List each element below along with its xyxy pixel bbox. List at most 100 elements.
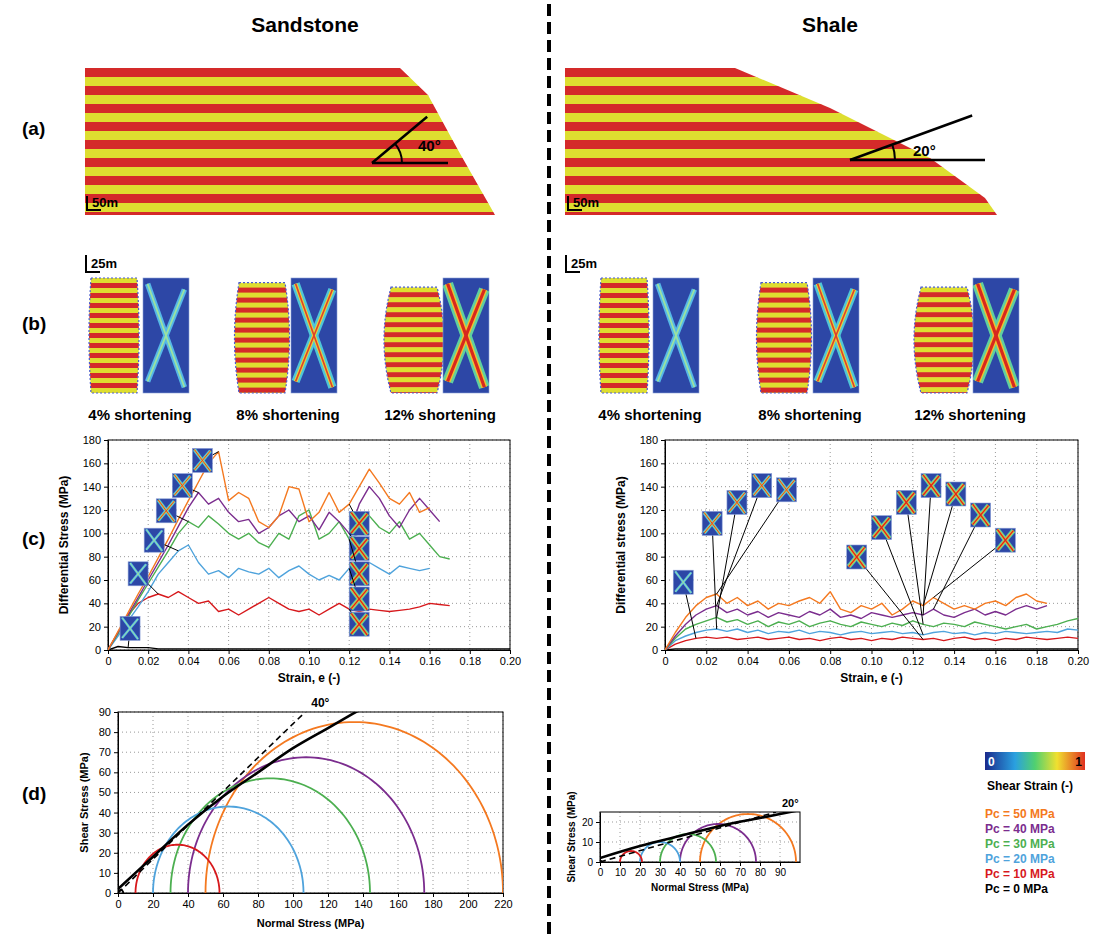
series-line	[108, 487, 440, 650]
chart: 0204060801001201401601802002200102030405…	[78, 696, 513, 929]
shear-band	[351, 514, 367, 533]
grid-line	[268, 440, 269, 650]
tick-mark	[328, 893, 329, 897]
grid-line	[118, 752, 503, 753]
tick: 0.18	[1026, 650, 1047, 667]
tick-mark	[258, 893, 259, 897]
legend-entry: Pc = 50 MPa	[985, 807, 1055, 821]
colorbar-title: Shear Strain (-)	[987, 779, 1073, 793]
grid-line	[108, 533, 510, 534]
layer	[87, 288, 141, 294]
shear-band	[122, 618, 138, 640]
shear-band	[779, 479, 795, 501]
tick: 30	[99, 827, 118, 839]
layer	[230, 308, 294, 314]
shear-band	[351, 513, 367, 535]
axis-line	[665, 441, 666, 651]
layer	[87, 298, 141, 304]
figure: SandstoneShale(a)(b)(c)(d)40°50m20°50m25…	[0, 0, 1099, 944]
leader-line	[717, 486, 762, 606]
grid-line	[108, 556, 510, 557]
shear-band	[158, 500, 174, 522]
grid-line	[258, 712, 259, 893]
stage-label: 4% shortening	[88, 406, 191, 423]
shear-band	[174, 475, 190, 497]
x-axis-title: Normal Stress (MPa)	[651, 882, 749, 893]
legend-entry: Pc = 20 MPa	[985, 852, 1055, 866]
grid-line	[108, 486, 510, 487]
tick-label: 0.02	[138, 655, 159, 667]
grid-line	[309, 440, 310, 650]
tick-mark	[720, 862, 721, 866]
shear-band	[130, 563, 146, 585]
shear-band	[973, 504, 989, 526]
grid	[600, 812, 800, 862]
tick: 100	[284, 893, 302, 910]
layer	[907, 327, 981, 333]
grid-line	[720, 812, 721, 862]
leader-line	[933, 515, 980, 609]
layer	[752, 373, 816, 379]
tick: 180	[424, 893, 442, 910]
tick-label: 0.12	[339, 655, 360, 667]
strain-map	[702, 511, 722, 535]
layer	[752, 308, 816, 314]
layer	[907, 367, 981, 373]
shear-band	[948, 483, 964, 505]
tick-label: 100	[83, 527, 101, 539]
layer	[597, 308, 651, 314]
shear-band	[351, 588, 367, 610]
layer	[230, 348, 294, 354]
layer	[907, 287, 981, 293]
series-line	[665, 649, 1078, 650]
angle-arc	[395, 144, 402, 163]
tick-label: 0.16	[985, 655, 1006, 667]
tick: 0	[115, 893, 121, 910]
tick-label: 120	[319, 898, 337, 910]
grid-line	[620, 812, 621, 862]
shear-band	[448, 284, 485, 388]
tick-mark	[510, 650, 511, 654]
tick: 200	[459, 893, 477, 910]
layer	[230, 313, 294, 319]
tick-label: 120	[83, 504, 101, 516]
shear-band	[754, 475, 770, 497]
strain-map	[172, 474, 192, 498]
grid-line	[665, 486, 1078, 487]
shear-band	[948, 483, 964, 505]
shear-band	[351, 613, 367, 635]
leader-line	[933, 540, 1005, 597]
tick: 100	[640, 527, 665, 539]
colorbar-tick-label: 1	[1075, 755, 1082, 769]
tick-label: 60	[217, 898, 229, 910]
layer	[87, 383, 141, 389]
grid-line	[153, 712, 154, 893]
layer	[87, 303, 141, 309]
x-axis: 0102030405060708090	[598, 862, 801, 878]
shear-band	[978, 284, 1015, 388]
y-axis: 01020	[582, 813, 601, 868]
shear-band	[818, 284, 855, 388]
layer	[907, 362, 981, 368]
grid-line	[398, 712, 399, 893]
strain-map	[653, 278, 699, 393]
tick-label: 0.12	[903, 655, 924, 667]
tick-mark	[104, 510, 108, 511]
series-line	[108, 647, 510, 651]
tick: 10	[99, 867, 118, 879]
tick-label: 70	[99, 746, 111, 758]
shear-band	[898, 492, 914, 514]
row-label: (d)	[22, 783, 46, 804]
tick: 80	[755, 862, 767, 878]
shear-band	[146, 531, 162, 550]
tick-mark	[114, 752, 118, 753]
tick: 20	[99, 847, 118, 859]
tick-label: 60	[89, 574, 101, 586]
tick-mark	[118, 893, 119, 897]
strain-map	[995, 528, 1015, 552]
shear-band	[351, 588, 367, 610]
shear-band	[754, 476, 770, 495]
layer	[87, 318, 141, 324]
tick: 0.12	[903, 650, 924, 667]
layer	[60, 68, 1000, 78]
